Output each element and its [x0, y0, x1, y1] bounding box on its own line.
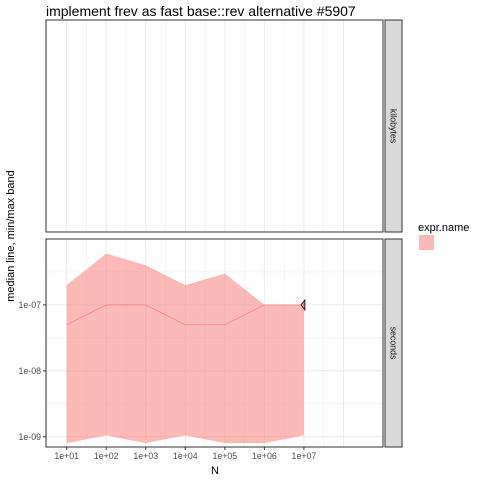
x-tick-label: 1e+02 — [94, 451, 119, 461]
strip-kilobytes: kilobytes — [384, 19, 403, 233]
x-tick-label: 1e+07 — [292, 451, 317, 461]
panel-kilobytes — [45, 19, 384, 233]
strip-label: seconds — [389, 327, 399, 360]
strip-label: kilobytes — [389, 109, 399, 144]
median-line — [66, 304, 304, 326]
panel-seconds — [45, 238, 384, 448]
panel-border — [45, 238, 384, 448]
legend-key — [419, 235, 434, 250]
x-tick-label: 1e+05 — [212, 451, 237, 461]
strip-seconds: seconds — [384, 238, 403, 448]
x-tick-label: 1e+04 — [173, 451, 198, 461]
y-tick-label: 1e-09 — [19, 432, 42, 442]
strip-background — [384, 19, 403, 233]
panel-background — [46, 20, 383, 232]
x-axis-label: N — [211, 465, 219, 477]
x-axis: 1e+01 1e+02 1e+03 1e+04 1e+05 1e+06 1e+07 — [54, 447, 316, 461]
last-point-marker — [300, 298, 306, 312]
y-tick-label: 1e-07 — [19, 300, 42, 310]
y-axis: 1e-09 1e-08 1e-07 — [19, 300, 46, 442]
y-tick-label: 1e-08 — [19, 366, 42, 376]
y-axis-label: median line, min/max band — [5, 170, 17, 301]
chart-title: implement frev as fast base::rev alterna… — [46, 3, 356, 19]
x-tick-label: 1e+01 — [54, 451, 79, 461]
strip-background — [384, 238, 403, 448]
min-max-band — [66, 253, 304, 444]
legend: expr.name — [418, 222, 469, 250]
legend-title: expr.name — [418, 222, 469, 234]
x-tick-label: 1e+06 — [252, 451, 277, 461]
x-tick-label: 1e+03 — [133, 451, 158, 461]
panel-border — [45, 19, 384, 233]
